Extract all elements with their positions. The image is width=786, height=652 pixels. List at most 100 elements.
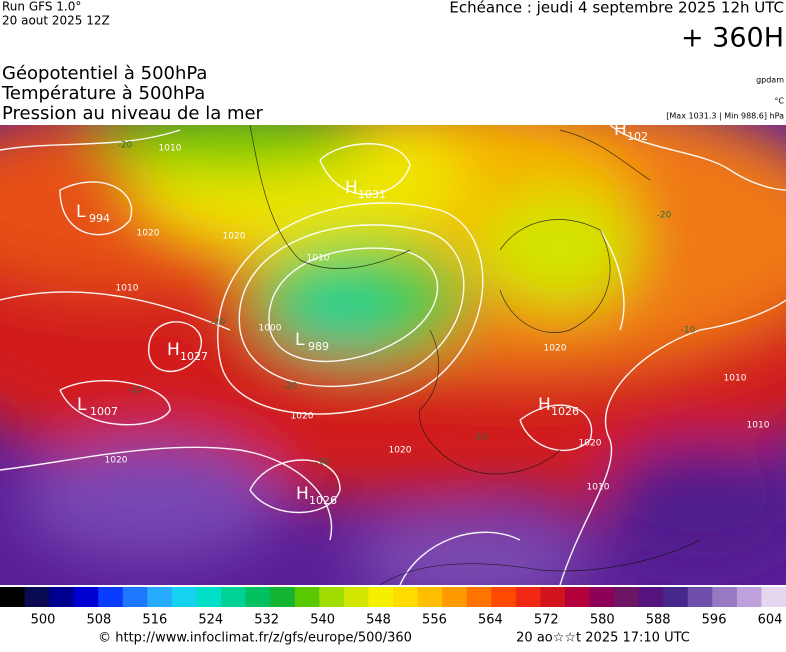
center-letter: L (295, 330, 305, 350)
center-value: 1007 (90, 405, 118, 418)
center-value: 1031 (358, 188, 386, 201)
color-bar-label: 588 (646, 613, 671, 628)
color-swatch (712, 587, 738, 607)
color-swatch (515, 587, 541, 607)
contour-label: 1020 (105, 456, 128, 466)
color-swatch (638, 587, 664, 607)
color-swatch (245, 587, 271, 607)
color-swatch (196, 587, 222, 607)
color-swatch (687, 587, 713, 607)
color-swatch (171, 587, 197, 607)
center-value: 994 (89, 212, 110, 225)
contour-label: 1020 (544, 344, 567, 354)
contour-label: 1020 (579, 439, 602, 449)
contour-label: 1010 (116, 284, 139, 294)
color-swatch (442, 587, 468, 607)
color-swatch (466, 587, 492, 607)
timestamp: 20 ao☆☆t 2025 17:10 UTC (516, 631, 690, 646)
contour-label: 1000 (259, 324, 282, 334)
center-letter: L (76, 202, 86, 222)
color-swatch (614, 587, 640, 607)
color-swatch (221, 587, 247, 607)
contour-label: -10 (681, 326, 696, 336)
contour-label: 1020 (137, 229, 160, 239)
color-swatch (540, 587, 566, 607)
color-swatch (736, 587, 762, 607)
color-swatch (343, 587, 369, 607)
center-value: 1026 (309, 494, 337, 507)
contour-label: 1020 (389, 446, 412, 456)
contour-label: -20 (657, 211, 672, 221)
color-swatch (147, 587, 173, 607)
map (0, 125, 786, 585)
valid-time: Echéance : jeudi 4 septembre 2025 12h UT… (449, 0, 784, 17)
center-value: 1026 (551, 405, 579, 418)
center-letter: H (345, 178, 358, 198)
color-swatch (393, 587, 419, 607)
color-swatch (122, 587, 148, 607)
unit: [Max 1031.3 | Min 988.6] hPa (666, 112, 784, 121)
color-bar-label: 580 (590, 613, 615, 628)
color-swatch (663, 587, 689, 607)
contour-label: -10 (315, 458, 330, 468)
color-swatch (24, 587, 50, 607)
color-swatch (368, 587, 394, 607)
color-swatch (0, 587, 26, 607)
color-bar: 500 508 516 524 532 540 548 556 564 572 580 588 596 6… (0, 587, 786, 628)
center-letter: L (77, 395, 87, 415)
contour-label: -20 (283, 382, 298, 392)
source-url: © http://www.infoclimat.fr/z/gfs/europe/… (98, 631, 412, 646)
contour-label: 1010 (724, 374, 747, 384)
color-swatch (417, 587, 443, 607)
title: Température à 500hPa (1, 83, 205, 104)
contour-label: -20 (118, 141, 133, 151)
contour-label: 1010 (747, 421, 770, 431)
title: Pression au niveau de la mer (2, 103, 264, 124)
center-letter: H (538, 395, 551, 415)
contour-label: -10 (473, 433, 488, 443)
center-letter: H (296, 484, 309, 504)
contour-label: 1010 (159, 144, 182, 154)
color-swatch (564, 587, 590, 607)
color-swatch (270, 587, 296, 607)
color-swatch (98, 587, 124, 607)
center-value: 989 (308, 340, 329, 353)
color-bar-label: 604 (758, 613, 783, 628)
color-bar-label: 556 (422, 613, 447, 628)
color-bar-label: 524 (198, 613, 223, 628)
color-bar-label: 516 (142, 613, 167, 628)
center-value: 1027 (180, 350, 208, 363)
color-bar-label: 548 (366, 613, 391, 628)
color-swatch (761, 587, 786, 607)
run: Run GFS 1.0° (2, 0, 81, 14)
color-bar-label: 500 (31, 613, 56, 628)
unit: gpdam (756, 76, 784, 85)
center-letter: H (167, 340, 180, 360)
color-swatch (491, 587, 517, 607)
color-bar-label: 564 (478, 613, 503, 628)
run-date: 20 aout 2025 12Z (2, 14, 110, 28)
contour-label: -10 (128, 386, 143, 396)
color-bar-label: 572 (534, 613, 559, 628)
color-bar-label: 508 (87, 613, 112, 628)
color-swatch (589, 587, 615, 607)
color-swatch (49, 587, 75, 607)
color-swatch (294, 587, 320, 607)
color-swatch (319, 587, 345, 607)
color-bar-label: 596 (702, 613, 727, 628)
lead-time: + 360H (681, 23, 784, 54)
contour-label: -20 (211, 318, 226, 328)
color-bar-label: 540 (310, 613, 335, 628)
contour-label: 1010 (587, 483, 610, 493)
contour-label: 1010 (307, 254, 330, 264)
color-bar-label: 532 (254, 613, 279, 628)
center-value: 102 (627, 130, 648, 143)
color-swatch (73, 587, 99, 607)
center-letter: H (614, 120, 627, 140)
contour-label: 1020 (291, 412, 314, 422)
title: Géopotentiel à 500hPa (2, 63, 207, 84)
unit: °C (774, 97, 784, 106)
contour-label: 1020 (223, 232, 246, 242)
